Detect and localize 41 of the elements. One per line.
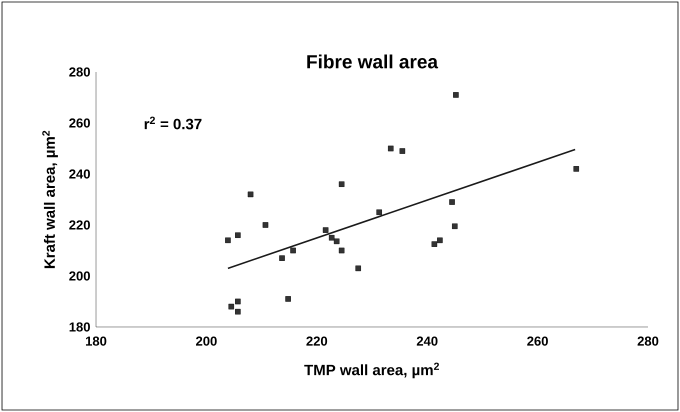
point	[334, 238, 340, 244]
point	[322, 227, 328, 233]
annotation: r$^{2}$ = 0.37	[144, 116, 202, 130]
point	[225, 237, 231, 244]
y-tick-label: 260	[69, 118, 90, 128]
y-tick-label: 240	[69, 169, 90, 179]
point	[449, 199, 455, 205]
point	[388, 146, 394, 152]
point	[290, 248, 296, 254]
y-tick-label: 180	[70, 322, 90, 332]
y-tick-label: 220	[69, 220, 90, 230]
point	[573, 166, 580, 172]
point	[355, 266, 362, 272]
x-axis-title: TMP wall area, µm$^{2}$	[304, 362, 439, 378]
x-tick-label: 200	[196, 336, 217, 346]
point	[285, 296, 291, 302]
y-tick-label: 280	[69, 67, 90, 77]
x-tick-label: 260	[527, 336, 548, 346]
point	[235, 232, 241, 238]
point	[235, 308, 241, 314]
point	[452, 223, 458, 230]
chart-title: Fibre wall area	[307, 54, 438, 68]
point	[338, 248, 344, 254]
point	[453, 92, 459, 98]
point	[235, 298, 241, 304]
y-tick-label: 200	[69, 271, 90, 281]
point	[228, 304, 234, 310]
x-tick-label: 220	[306, 336, 328, 346]
point	[400, 148, 406, 154]
point	[432, 241, 438, 247]
x-tick-label: 280	[638, 336, 658, 346]
point	[437, 237, 443, 244]
point	[338, 181, 344, 187]
x-tick-label: 240	[416, 336, 438, 346]
point	[279, 255, 285, 261]
point	[248, 192, 254, 198]
x-tick-label: 180	[86, 336, 106, 346]
point	[262, 222, 268, 228]
y-axis-title: Kraft wall area, µm$^{2}$	[42, 130, 58, 268]
point	[328, 234, 335, 241]
point	[376, 209, 382, 216]
